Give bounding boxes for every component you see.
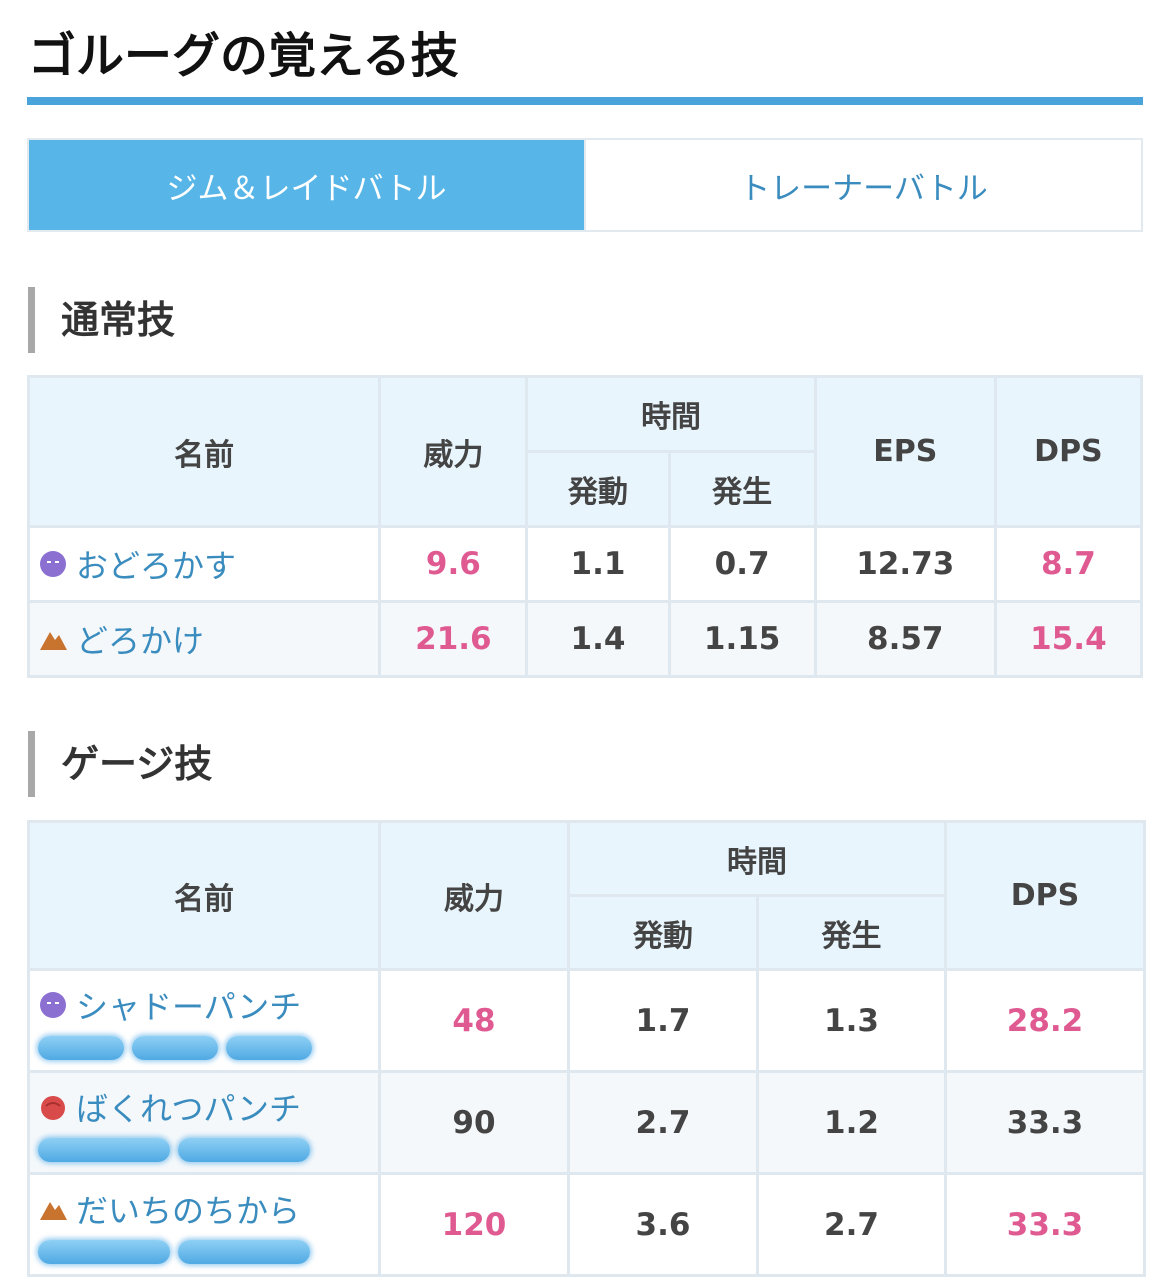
move-name-cell: だいちのちから — [27, 1172, 381, 1277]
dps-value: 8.7 — [993, 525, 1144, 603]
occurrence-value: 0.7 — [667, 525, 817, 603]
power-value: 90 — [378, 1070, 570, 1175]
dps-value: 33.3 — [944, 1172, 1146, 1277]
table-row: シャドーパンチ 48 1.7 1.3 28.2 — [27, 968, 1146, 1073]
fast-moves-heading: 通常技 — [28, 287, 175, 353]
power-value: 21.6 — [378, 600, 529, 678]
occurrence-value: 2.7 — [756, 1172, 947, 1277]
col-header-dps: DPS — [993, 375, 1144, 528]
battle-mode-tabs: ジム＆レイドバトル トレーナーバトル — [27, 138, 1143, 232]
tab-trainer-battle[interactable]: トレーナーバトル — [584, 140, 1141, 230]
ground-type-icon — [40, 1201, 67, 1220]
col-header-power: 威力 — [378, 820, 570, 971]
power-value: 120 — [378, 1172, 570, 1277]
move-name-cell: どろかけ — [26, 600, 382, 678]
move-link-dorokake[interactable]: どろかけ — [76, 622, 205, 660]
charged-moves-heading: ゲージ技 — [28, 731, 212, 797]
col-header-activation: 発動 — [567, 894, 759, 971]
tab-gym-raid-battle[interactable]: ジム＆レイドバトル — [29, 140, 584, 230]
occurrence-value: 1.15 — [667, 600, 817, 678]
col-header-time: 時間 — [567, 820, 947, 897]
dps-value: 28.2 — [944, 968, 1146, 1073]
col-header-occurrence: 発生 — [756, 894, 947, 971]
move-name-cell: ばくれつパンチ — [27, 1070, 381, 1175]
eps-value: 12.73 — [813, 525, 997, 603]
energy-bar — [38, 1239, 170, 1264]
power-value: 9.6 — [378, 525, 529, 603]
move-link-dynamic-punch[interactable]: ばくれつパンチ — [76, 1089, 301, 1128]
col-header-activation: 発動 — [525, 450, 671, 528]
energy-bars — [38, 1239, 378, 1264]
occurrence-value: 1.3 — [756, 968, 947, 1073]
col-header-eps: EPS — [813, 375, 997, 528]
energy-bar — [178, 1137, 310, 1162]
power-value: 48 — [378, 968, 570, 1073]
page-title: ゴルーグの覚える技 — [28, 28, 459, 84]
charged-moves-table: 名前 威力 時間 DPS 発動 発生 シャドーパンチ 48 — [27, 820, 1146, 1277]
dps-value: 15.4 — [993, 600, 1144, 678]
ghost-type-icon — [40, 991, 66, 1018]
title-underline — [27, 97, 1143, 105]
move-name-cell: シャドーパンチ — [27, 968, 381, 1073]
energy-bars — [38, 1035, 378, 1060]
ground-type-icon — [40, 632, 67, 650]
move-link-odorokasu[interactable]: おどろかす — [76, 547, 237, 585]
energy-bar — [178, 1239, 310, 1264]
energy-bars — [38, 1137, 378, 1162]
activation-value: 3.6 — [567, 1172, 759, 1277]
occurrence-value: 1.2 — [756, 1070, 947, 1175]
activation-value: 2.7 — [567, 1070, 759, 1175]
energy-bar — [38, 1035, 124, 1060]
activation-value: 1.1 — [525, 525, 671, 603]
move-name-cell: おどろかす — [26, 525, 382, 603]
fast-moves-table: 名前 威力 時間 EPS DPS 発動 発生 おどろかす 9.6 1.1 0.7… — [26, 375, 1144, 678]
ghost-type-icon — [40, 551, 66, 577]
table-row: ばくれつパンチ 90 2.7 1.2 33.3 — [27, 1070, 1146, 1175]
table-row: おどろかす 9.6 1.1 0.7 12.73 8.7 — [26, 525, 1144, 603]
col-header-name: 名前 — [27, 820, 381, 971]
activation-value: 1.4 — [525, 600, 671, 678]
col-header-power: 威力 — [378, 375, 529, 528]
fighting-type-icon — [41, 1095, 65, 1120]
eps-value: 8.57 — [813, 600, 997, 678]
energy-bar — [226, 1035, 312, 1060]
dps-value: 33.3 — [944, 1070, 1146, 1175]
table-row: だいちのちから 120 3.6 2.7 33.3 — [27, 1172, 1146, 1277]
table-row: どろかけ 21.6 1.4 1.15 8.57 15.4 — [26, 600, 1144, 678]
activation-value: 1.7 — [567, 968, 759, 1073]
col-header-dps: DPS — [944, 820, 1146, 971]
move-link-earth-power[interactable]: だいちのちから — [76, 1191, 301, 1230]
energy-bar — [38, 1137, 170, 1162]
energy-bar — [132, 1035, 218, 1060]
move-link-shadow-punch[interactable]: シャドーパンチ — [76, 987, 302, 1026]
col-header-name: 名前 — [26, 375, 382, 528]
col-header-time: 時間 — [525, 375, 817, 453]
col-header-occurrence: 発生 — [667, 450, 817, 528]
